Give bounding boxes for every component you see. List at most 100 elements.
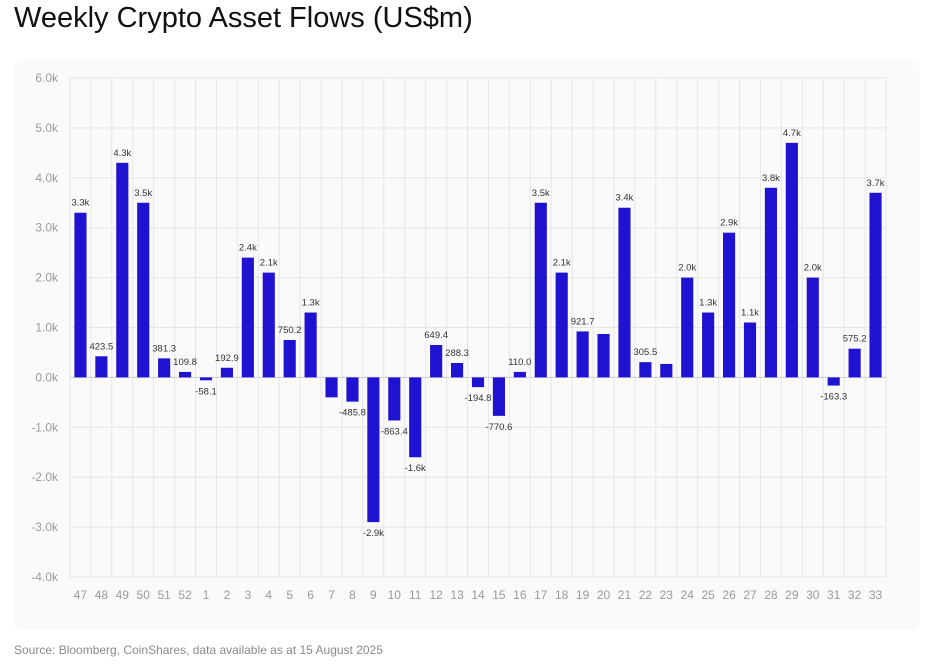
y-tick-label: 4.0k [35,171,59,185]
data-label: 192.9 [215,353,239,364]
x-tick-label: 33 [869,588,883,602]
bar [827,377,840,386]
x-tick-label: 14 [471,588,485,602]
x-tick-label: 1 [203,588,210,602]
bar [451,363,464,378]
data-label: 649.4 [424,330,448,341]
bar [116,162,129,378]
data-label: 2.4k [239,243,257,254]
data-label: -2.9k [363,528,384,539]
x-tick-label: 11 [409,588,422,602]
x-tick-label: 8 [349,588,356,602]
bar [179,371,192,378]
bar [806,277,819,378]
x-tick-label: 29 [785,588,799,602]
chart-panel: 6.0k 5.0k 4.0k 3.0k 2.0k 1.0k 0.0k -1.0k -2.0k -3… [14,60,920,630]
x-tick-label: 15 [492,588,506,602]
data-label: 423.5 [89,341,113,352]
y-tick-label: 0.0k [35,370,59,384]
bar [346,377,359,402]
bar [304,312,317,378]
x-tick-label: 51 [157,588,171,602]
x-tick-label: 19 [576,588,590,602]
bar [158,358,171,378]
bar [639,362,652,378]
y-tick-label: 5.0k [35,121,59,135]
y-tick-label: 6.0k [35,71,59,85]
y-tick-label: 2.0k [35,271,59,285]
x-tick-label: 30 [806,588,820,602]
x-tick-label: 26 [722,588,736,602]
x-tick-label: 32 [848,588,862,602]
bar [702,312,715,378]
x-tick-label: 17 [534,588,548,602]
chart-title: Weekly Crypto Asset Flows (US$m) [14,2,473,34]
bar [848,348,861,378]
y-tick-label: -1.0k [31,420,59,434]
x-tick-label: 24 [681,588,695,602]
bar [471,377,485,388]
data-label: 1.3k [699,298,717,309]
x-tick-label: 31 [827,588,841,602]
y-tick-label: -3.0k [31,520,59,534]
x-tick-label: 52 [178,588,192,602]
data-label: 2.1k [553,258,571,269]
x-tick-label: 7 [328,588,335,602]
x-tick-label: 3 [245,588,252,602]
x-tick-label: 49 [116,588,130,602]
x-tick-label: 47 [74,588,88,602]
data-label: 2.0k [804,263,822,274]
data-label: 288.3 [445,348,469,359]
bar [513,371,526,378]
x-tick-label: 23 [660,588,674,602]
bar [388,377,401,421]
data-label: 575.2 [843,334,867,345]
bar [241,257,254,378]
data-label: 3.3k [71,198,89,209]
data-label: -194.8 [465,393,492,404]
data-label: 750.2 [278,325,302,336]
bar [95,356,108,378]
data-label: 110.0 [508,357,531,368]
bar [785,142,798,378]
x-tick-label: 20 [597,588,611,602]
x-tick-label: 2 [224,588,231,602]
data-label: 109.8 [173,357,197,368]
data-label: 3.8k [762,173,780,184]
x-tick-label: 5 [286,588,293,602]
x-tick-label: 10 [388,588,402,602]
x-tick-label: 48 [95,588,109,602]
x-tick-label: 21 [618,588,632,602]
data-label: 305.5 [633,347,657,358]
data-label: 3.5k [532,188,550,199]
y-tick-label: 1.0k [35,321,59,335]
data-label: -163.3 [820,392,847,403]
bar [534,202,547,378]
data-label: 2.1k [260,258,278,269]
data-label: 381.3 [152,343,176,354]
bar [618,207,631,378]
bar-chart: 6.0k 5.0k 4.0k 3.0k 2.0k 1.0k 0.0k -1.0k -2.0k -3… [31,71,887,602]
y-tick-label: 3.0k [35,221,59,235]
bar [492,377,505,416]
x-tick-label: 16 [513,588,527,602]
y-tick-label: -2.0k [31,470,59,484]
x-tick-label: 50 [137,588,151,602]
bar [325,377,338,398]
x-tick-label: 28 [764,588,778,602]
bar [367,377,380,523]
data-label: -58.1 [195,386,217,397]
data-label: -1.6k [405,463,426,474]
data-label: -863.4 [381,426,408,437]
data-label: 2.0k [678,263,696,274]
x-tick-label: 25 [701,588,715,602]
x-tick-label: 6 [307,588,314,602]
bar [597,333,610,378]
bar [723,232,736,378]
data-label: 4.7k [783,128,801,139]
x-tick-label: 18 [555,588,569,602]
bar [660,363,673,378]
data-label: -770.6 [485,422,512,433]
bar [681,277,694,378]
bar [576,331,589,378]
